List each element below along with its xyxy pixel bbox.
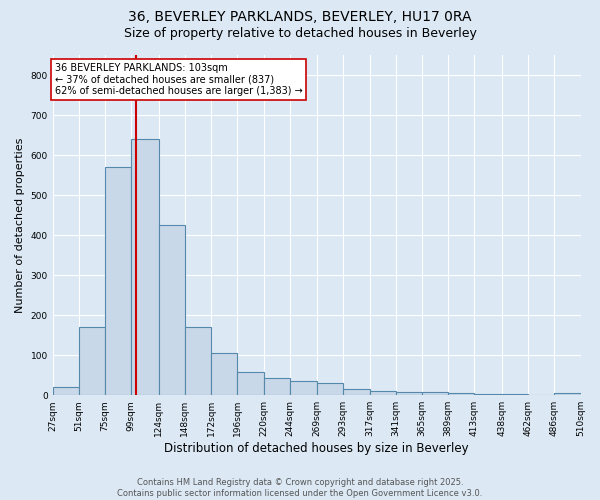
Bar xyxy=(290,381,317,395)
Bar xyxy=(422,392,448,395)
Bar xyxy=(396,392,422,395)
Bar xyxy=(475,394,502,395)
Text: 36, BEVERLEY PARKLANDS, BEVERLEY, HU17 0RA: 36, BEVERLEY PARKLANDS, BEVERLEY, HU17 0… xyxy=(128,10,472,24)
Bar xyxy=(448,393,475,395)
Bar xyxy=(317,383,343,395)
Y-axis label: Number of detached properties: Number of detached properties xyxy=(15,138,25,313)
Text: Contains HM Land Registry data © Crown copyright and database right 2025.
Contai: Contains HM Land Registry data © Crown c… xyxy=(118,478,482,498)
Bar xyxy=(185,327,211,395)
Bar xyxy=(554,393,581,395)
Bar xyxy=(131,139,158,395)
Bar xyxy=(211,353,238,395)
Bar xyxy=(502,394,528,395)
Text: Size of property relative to detached houses in Beverley: Size of property relative to detached ho… xyxy=(124,28,476,40)
X-axis label: Distribution of detached houses by size in Beverley: Distribution of detached houses by size … xyxy=(164,442,469,455)
Bar xyxy=(263,378,290,395)
Bar xyxy=(343,389,370,395)
Bar xyxy=(79,327,105,395)
Bar xyxy=(53,387,79,395)
Bar xyxy=(238,372,263,395)
Bar xyxy=(105,167,131,395)
Bar xyxy=(370,391,396,395)
Bar xyxy=(158,225,185,395)
Text: 36 BEVERLEY PARKLANDS: 103sqm
← 37% of detached houses are smaller (837)
62% of : 36 BEVERLEY PARKLANDS: 103sqm ← 37% of d… xyxy=(55,63,302,96)
